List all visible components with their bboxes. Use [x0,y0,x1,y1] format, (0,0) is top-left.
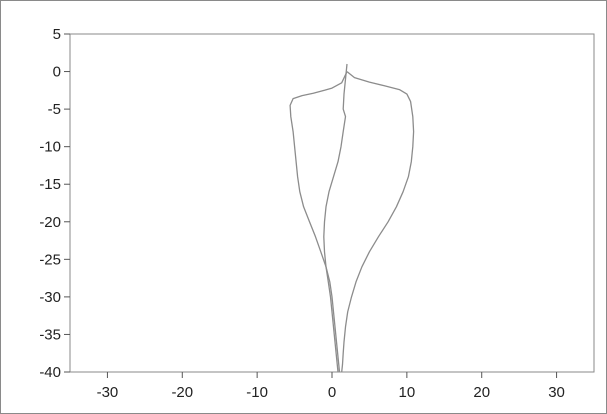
y-tick-label: -20 [39,214,61,231]
x-tick-label: 30 [548,384,565,401]
y-tick-label: 0 [53,64,61,81]
x-tick-label: 20 [473,384,490,401]
x-tick-label: -20 [171,384,193,401]
y-axis: 5 0 -5 -10 -15 -20 -25 -30 -35 -40 [39,26,70,381]
y-tick-label: -30 [39,289,61,306]
plot-area [69,33,595,373]
series-line-1 [289,71,348,373]
x-tick-label: -30 [97,384,119,401]
x-axis: -30 -20 -10 0 10 20 30 [97,372,565,401]
y-tick-label: -5 [48,101,61,118]
y-tick-label: -15 [39,176,61,193]
y-tick-label: -10 [39,139,61,156]
series-line-3 [323,63,348,373]
y-tick-label: -35 [39,326,61,343]
y-tick-label: 5 [53,26,61,43]
y-tick-label: -40 [39,364,61,381]
x-tick-label: -10 [246,384,268,401]
y-tick-label: -25 [39,251,61,268]
x-tick-label: 0 [328,384,336,401]
x-tick-label: 10 [399,384,416,401]
series-line-2 [341,71,415,373]
series-group [289,63,415,373]
